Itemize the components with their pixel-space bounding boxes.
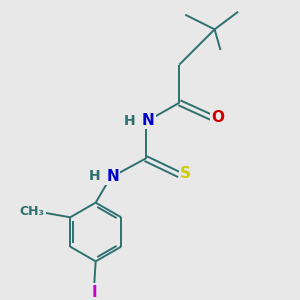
Text: I: I <box>92 285 97 300</box>
Text: N: N <box>142 113 154 128</box>
Text: N: N <box>106 169 119 184</box>
Text: O: O <box>212 110 225 125</box>
Text: H: H <box>88 169 100 183</box>
Text: H: H <box>124 114 135 128</box>
Text: S: S <box>180 166 191 181</box>
Text: CH₃: CH₃ <box>20 205 45 218</box>
